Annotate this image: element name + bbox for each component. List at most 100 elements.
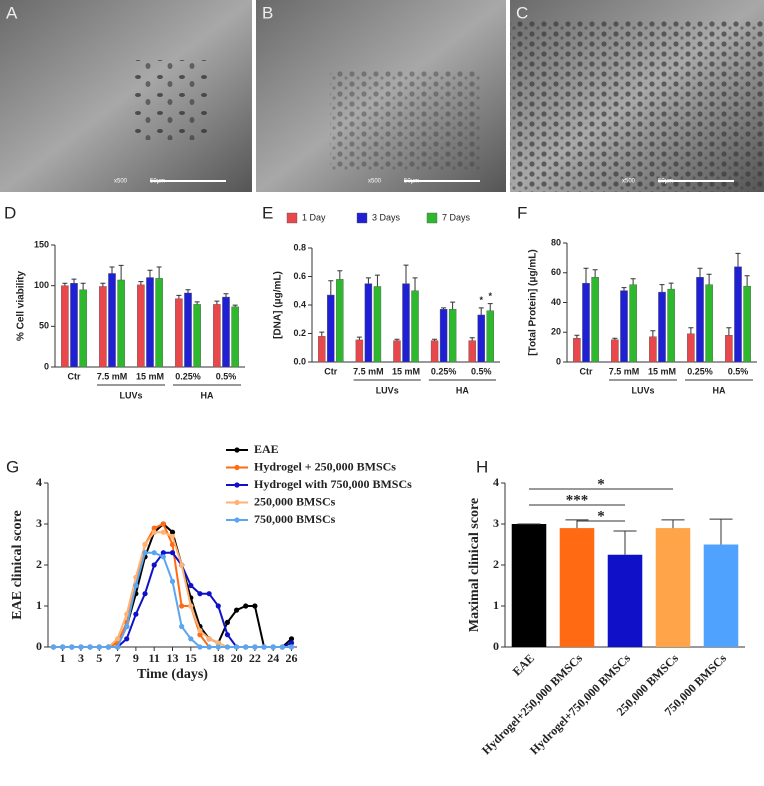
y-tick-label: 1 — [36, 598, 42, 612]
error-bar — [650, 330, 656, 337]
point — [169, 529, 176, 535]
bar — [402, 283, 410, 363]
legend-marker — [234, 482, 240, 488]
significance: *** — [566, 492, 589, 508]
scale-bar-label: 50μm — [658, 179, 673, 185]
point — [160, 550, 166, 556]
bar — [607, 554, 643, 647]
error-bar — [100, 282, 106, 287]
x-tick-label: 18 — [212, 651, 224, 665]
sem-image-c: x500 50μm C — [510, 0, 764, 192]
bar — [61, 285, 69, 368]
point — [224, 632, 231, 638]
bar — [468, 340, 476, 363]
bar — [393, 340, 401, 363]
y-tick-label: 0.2 — [293, 328, 306, 338]
sem-image-b: x500 50μm B — [256, 0, 506, 192]
point — [124, 636, 130, 642]
point — [78, 644, 84, 650]
point — [169, 533, 176, 539]
x-tick-label: 15 mM — [648, 366, 676, 376]
error-bar — [726, 327, 732, 336]
y-tick-label: 150 — [34, 239, 49, 249]
bar — [430, 340, 439, 363]
chart-panel: D 0 50 100 150 % Cell viability Ctr 7.5 mM 15 mM… — [4, 203, 245, 400]
point — [124, 623, 130, 630]
bar — [327, 294, 335, 363]
significance: * — [479, 295, 483, 305]
y-tick-label: 4 — [493, 475, 499, 489]
point — [252, 603, 258, 609]
point — [261, 644, 267, 650]
error-bar — [365, 277, 371, 284]
point — [288, 636, 295, 642]
error-bar — [735, 252, 741, 267]
bar — [439, 309, 448, 363]
error-bar — [630, 278, 636, 285]
bar — [620, 290, 628, 363]
x-tick-label: 13 — [167, 651, 179, 665]
panel-label: E — [262, 203, 273, 222]
y-tick-label: 0 — [556, 356, 561, 366]
group-label: HA — [713, 385, 726, 395]
bar — [411, 290, 419, 363]
x-tick-label: 7.5 mM — [353, 366, 384, 376]
legend-label: 7 Days — [442, 212, 471, 222]
legend-marker — [234, 447, 240, 453]
bar — [486, 310, 494, 363]
y-tick-label: 60 — [551, 267, 561, 277]
x-tick-label: 24 — [267, 651, 279, 665]
error-bar — [659, 284, 665, 293]
point — [142, 591, 148, 597]
error-bar — [356, 336, 362, 340]
bar — [448, 309, 457, 363]
x-tick-label: EAE — [510, 651, 537, 678]
x-tick-label: 0.25% — [431, 366, 457, 376]
legend-marker — [234, 464, 240, 471]
bar — [559, 528, 595, 647]
y-tick-label: 0.4 — [293, 299, 306, 309]
point — [215, 644, 221, 650]
error-bar — [62, 282, 68, 286]
x-tick-label: 0.5% — [216, 371, 237, 381]
error-bar — [450, 301, 456, 310]
legend-swatch — [286, 212, 298, 224]
error-bar — [706, 273, 712, 285]
y-tick-label: 50 — [39, 321, 49, 331]
error-bar — [697, 267, 703, 278]
y-tick-label: 2 — [493, 557, 499, 571]
error-bar — [185, 289, 191, 293]
error-bar — [621, 287, 627, 291]
legend-swatch — [356, 212, 368, 224]
bar — [99, 286, 107, 368]
panel-label: A — [6, 3, 18, 22]
error-bar — [592, 269, 598, 278]
x-tick-label: 26 — [286, 651, 298, 665]
significance: * — [597, 476, 605, 492]
bar — [79, 289, 87, 368]
magnification: x500 — [114, 179, 128, 185]
bar — [511, 524, 547, 647]
bar — [649, 336, 657, 363]
point — [206, 591, 212, 597]
point — [169, 578, 176, 585]
legend-label: 750,000 BMSCs — [254, 512, 336, 526]
point — [197, 628, 203, 634]
point — [114, 636, 121, 642]
bar — [155, 278, 163, 368]
x-tick-label: 7.5 mM — [97, 371, 128, 381]
panel-label: C — [516, 3, 528, 22]
x-tick-label: 7 — [115, 651, 121, 665]
y-axis-label: % Cell viability — [16, 271, 27, 341]
y-tick-label: 0.8 — [293, 242, 306, 252]
bar — [231, 306, 239, 368]
error-bar — [176, 294, 182, 299]
point — [50, 644, 57, 650]
bar — [582, 282, 590, 363]
point — [288, 644, 295, 650]
y-tick-label: 100 — [34, 280, 49, 290]
error-bar — [709, 518, 733, 545]
error-bar — [194, 301, 200, 305]
error-bar — [71, 278, 77, 284]
x-tick-label: 0.25% — [175, 371, 201, 381]
